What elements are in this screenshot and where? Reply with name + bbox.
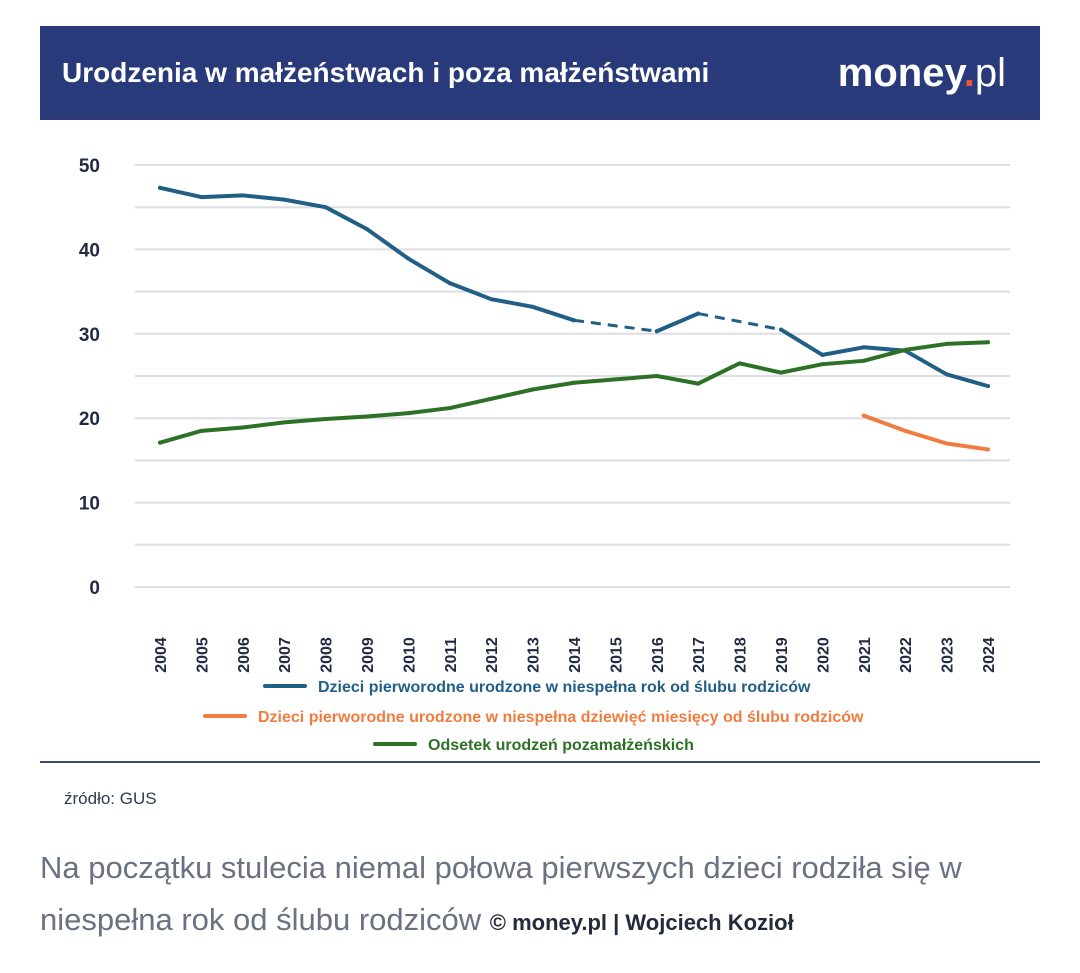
series-3-point-2010 xyxy=(406,411,411,416)
series-1-point-2006 xyxy=(240,193,245,198)
x-tick-label-2010: 2010 xyxy=(401,637,418,673)
series-1-point-2016 xyxy=(654,329,659,334)
data-series xyxy=(158,185,990,452)
legend-label-1: Dzieci pierworodne urodzone w niespełna … xyxy=(318,679,811,696)
series-1-point-2021 xyxy=(861,345,866,350)
series-1 xyxy=(158,185,990,389)
gridlines xyxy=(135,164,1010,588)
series-1-line-3 xyxy=(779,327,990,389)
legend-label-3: Odsetek urodzeń pozamałżeńskich xyxy=(428,737,694,754)
x-tick-label-2021: 2021 xyxy=(857,637,874,673)
series-1-point-2010 xyxy=(406,256,411,261)
series-3-point-2019 xyxy=(779,370,783,375)
y-tick-label-20: 20 xyxy=(79,409,100,430)
series-1-point-2004 xyxy=(158,185,162,190)
series-3-point-2022 xyxy=(903,347,908,352)
series-3-line-1 xyxy=(158,340,990,445)
series-3-point-2020 xyxy=(820,362,825,367)
series-3-point-2017 xyxy=(696,381,701,386)
y-tick-label-0: 0 xyxy=(89,578,100,599)
x-tick-label-2006: 2006 xyxy=(236,637,253,673)
series-3-point-2005 xyxy=(199,428,204,433)
x-tick-label-2022: 2022 xyxy=(898,637,915,673)
x-tick-label-2016: 2016 xyxy=(650,637,667,673)
divider-line xyxy=(40,761,1040,763)
x-axis-ticks: 2004 2005 2006 2007 2008 2009 2010 2011 2012 2013… xyxy=(153,637,998,673)
series-1-point-2005 xyxy=(199,195,204,200)
chart-header: Urodzenia w małżeństwach i poza małżeńst… xyxy=(40,26,1040,120)
x-tick-label-2015: 2015 xyxy=(608,637,625,673)
x-tick-label-2024: 2024 xyxy=(981,637,998,673)
series-3-point-2023 xyxy=(944,341,949,346)
series-2 xyxy=(861,413,990,452)
x-tick-label-2014: 2014 xyxy=(567,637,584,673)
legend-label-2: Dzieci pierworodne urodzone w niespełna … xyxy=(258,709,864,726)
x-tick-label-2009: 2009 xyxy=(360,637,377,673)
x-tick-label-2007: 2007 xyxy=(277,637,294,673)
series-1-point-2009 xyxy=(365,227,369,232)
series-3-point-2006 xyxy=(240,425,245,430)
series-1-point-2017 xyxy=(696,311,701,316)
series-2-point-2024 xyxy=(986,447,990,452)
x-tick-label-2005: 2005 xyxy=(194,637,211,673)
y-tick-label-50: 50 xyxy=(79,156,100,177)
series-3-point-2016 xyxy=(654,374,659,378)
series-3-point-2018 xyxy=(737,361,742,366)
series-1-point-2007 xyxy=(282,197,287,202)
series-3-point-2014 xyxy=(572,380,576,385)
x-tick-label-2020: 2020 xyxy=(815,637,832,673)
x-tick-label-2017: 2017 xyxy=(691,637,708,673)
series-3-point-2007 xyxy=(282,420,287,425)
y-axis-ticks: 0 10 20 30 40 50 xyxy=(79,156,100,599)
series-1-point-2020 xyxy=(820,352,825,357)
money-pl-logo: money.pl xyxy=(838,26,1006,120)
series-1-line-2 xyxy=(654,311,701,334)
series-1-point-2013 xyxy=(530,304,535,309)
series-3-point-2024 xyxy=(986,340,990,345)
logo-dot: . xyxy=(963,51,975,95)
series-3-point-2008 xyxy=(323,417,328,422)
chart-title: Urodzenia w małżeństwach i poza małżeńst… xyxy=(62,57,710,88)
series-3-point-2013 xyxy=(530,387,535,392)
series-3 xyxy=(158,340,990,445)
series-2-line-1 xyxy=(861,413,990,452)
series-1-point-2023 xyxy=(944,372,949,377)
x-tick-label-2011: 2011 xyxy=(443,638,460,673)
series-1-dashed-gap-1 xyxy=(573,318,657,333)
series-1-point-2011 xyxy=(447,281,452,286)
series-2-point-2021 xyxy=(861,413,866,418)
logo-tld: pl xyxy=(974,51,1006,95)
x-tick-label-2008: 2008 xyxy=(319,637,336,673)
series-3-point-2015 xyxy=(613,377,618,382)
series-2-point-2022 xyxy=(903,428,908,433)
image-caption: Na początku stulecia niemal połowa pierw… xyxy=(40,842,1040,949)
x-tick-label-2012: 2012 xyxy=(484,637,501,673)
series-1-dashed-gap-2 xyxy=(697,312,782,332)
logo-brand: money xyxy=(837,51,964,95)
series-3-point-2011 xyxy=(447,406,452,411)
series-3-point-2004 xyxy=(158,440,162,445)
series-1-point-2024 xyxy=(986,384,990,389)
series-1-point-2014 xyxy=(572,318,576,323)
x-tick-label-2018: 2018 xyxy=(733,637,750,673)
series-2-point-2023 xyxy=(944,441,949,446)
caption-credit: © money.pl | Wojciech Kozioł xyxy=(489,910,794,935)
source-note: źródło: GUS xyxy=(64,789,157,808)
series-1-point-2008 xyxy=(323,205,328,210)
x-tick-label-2019: 2019 xyxy=(774,637,791,673)
x-tick-label-2013: 2013 xyxy=(526,637,543,673)
series-3-point-2009 xyxy=(365,414,369,419)
x-tick-label-2004: 2004 xyxy=(153,637,170,673)
series-1-point-2019 xyxy=(779,327,783,332)
y-tick-label-10: 10 xyxy=(79,494,100,515)
line-chart: 0 10 20 30 40 50 2004 2005 2006 2007 2008 2009 2010… xyxy=(79,156,1010,754)
series-1-point-2012 xyxy=(489,297,494,302)
series-3-point-2021 xyxy=(861,358,866,363)
legend: Dzieci pierworodne urodzone w niespełna … xyxy=(203,679,864,754)
caption-text: Na początku stulecia niemal połowa pierw… xyxy=(40,850,962,937)
x-tick-label-2023: 2023 xyxy=(940,637,957,673)
y-tick-label-40: 40 xyxy=(79,240,100,261)
y-tick-label-30: 30 xyxy=(79,325,100,346)
series-3-point-2012 xyxy=(489,396,494,401)
